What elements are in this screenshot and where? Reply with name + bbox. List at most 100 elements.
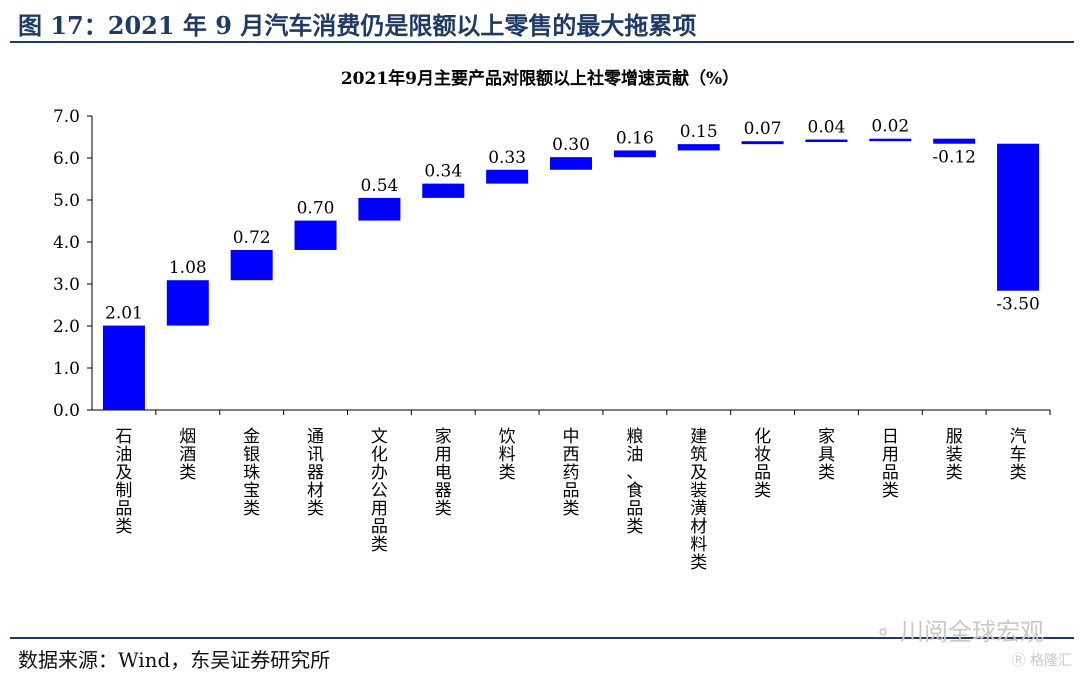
category-label-char: 家 xyxy=(435,427,452,447)
data-label: 0.07 xyxy=(744,119,782,139)
watermark-sub: Ⓡ 格隆汇 xyxy=(1012,650,1072,670)
data-label: 2.01 xyxy=(105,304,143,324)
data-label: 0.34 xyxy=(424,162,462,182)
top-rule xyxy=(10,41,1074,43)
chart-title: 2021年9月主要产品对限额以上社零增速贡献（%） xyxy=(340,69,740,89)
category-label-char: 品 xyxy=(754,463,771,483)
category-label-char: 类 xyxy=(946,463,963,483)
category-label-char: 类 xyxy=(1010,463,1027,483)
y-tick-label: 2.0 xyxy=(53,317,80,337)
waterfall-bar xyxy=(741,141,784,145)
category-label-char: 化 xyxy=(371,445,388,465)
category-label-char: 通 xyxy=(307,427,324,447)
category-label-char: 珠 xyxy=(243,463,260,483)
category-label-char: 料 xyxy=(690,535,707,555)
waterfall-bar xyxy=(102,325,145,410)
waterfall-bar xyxy=(422,183,465,198)
category-label-char: 器 xyxy=(435,481,452,501)
category-label-char: 银 xyxy=(243,445,260,465)
category-label-char: 石 xyxy=(115,427,132,447)
category-label-char: 制 xyxy=(115,481,132,501)
category-label-char: 讯 xyxy=(307,445,324,465)
category-label-char: 电 xyxy=(435,463,452,483)
data-label: 0.54 xyxy=(360,176,398,196)
wechat-icon: ⚬ xyxy=(873,621,893,646)
category-label-char: 中 xyxy=(563,427,580,447)
source-note: 数据来源：Wind，东吴证券研究所 xyxy=(18,648,331,672)
category-label-char: 食 xyxy=(626,481,643,501)
data-label: 0.02 xyxy=(871,117,909,137)
waterfall-bar xyxy=(869,138,912,142)
category-label-char: 妆 xyxy=(754,445,771,465)
category-label-char: 材 xyxy=(690,517,707,537)
y-tick-label: 6.0 xyxy=(53,149,80,169)
y-tick-label: 0.0 xyxy=(53,401,80,421)
category-label-char: 建 xyxy=(690,427,707,447)
category-label: 服装类 xyxy=(946,427,963,483)
gelonghui-icon: Ⓡ xyxy=(1011,653,1026,669)
category-label-char: 类 xyxy=(818,463,835,483)
data-label: 0.33 xyxy=(488,148,526,168)
category-label-char: 化 xyxy=(754,427,771,447)
category-label: 粮油、食品类 xyxy=(626,427,643,537)
category-label-char: 装 xyxy=(690,481,707,501)
category-label-char: 油 xyxy=(626,445,643,465)
category-label-char: 器 xyxy=(307,463,324,483)
category-label-char: 公 xyxy=(371,481,388,501)
data-label: 0.04 xyxy=(808,118,846,138)
category-label-char: 、 xyxy=(626,463,643,483)
category-label-char: 用 xyxy=(435,445,452,465)
y-tick-label: 1.0 xyxy=(53,359,80,379)
figure-title: 图 17：2021 年 9 月汽车消费仍是限额以上零售的最大拖累项 xyxy=(18,11,697,40)
waterfall-bar xyxy=(550,157,592,170)
category-label-char: 类 xyxy=(243,499,260,519)
category-label-char: 西 xyxy=(563,445,580,465)
category-label-char: 料 xyxy=(499,445,516,465)
waterfall-bar xyxy=(294,220,337,250)
category-label-char: 日 xyxy=(882,427,899,447)
category-label-char: 服 xyxy=(946,427,963,447)
category-label-char: 筑 xyxy=(690,445,707,465)
waterfall-bar xyxy=(358,197,401,221)
category-label-char: 烟 xyxy=(179,427,196,447)
category-label: 建筑及装潢材料类 xyxy=(690,427,707,573)
waterfall-bar xyxy=(486,169,529,184)
category-label-char: 品 xyxy=(371,517,388,537)
data-label: 0.16 xyxy=(616,128,654,148)
category-label-char: 药 xyxy=(563,463,580,483)
category-label: 家用电器类 xyxy=(435,427,452,519)
category-label-char: 粮 xyxy=(626,427,643,447)
category-label: 化妆品类 xyxy=(754,427,771,501)
category-label-char: 品 xyxy=(882,463,899,483)
waterfall-bar xyxy=(166,280,209,326)
category-label-char: 宝 xyxy=(243,481,260,501)
category-label-char: 及 xyxy=(115,463,132,483)
category-label-char: 家 xyxy=(818,427,835,447)
category-label-char: 油 xyxy=(115,445,132,465)
category-label-char: 类 xyxy=(435,499,452,519)
category-label: 石油及制品类 xyxy=(115,427,132,537)
category-label-char: 装 xyxy=(946,445,963,465)
data-label: 0.15 xyxy=(680,122,718,142)
category-label: 中西药品类 xyxy=(563,427,580,519)
waterfall-bar xyxy=(677,144,720,151)
category-label-char: 类 xyxy=(179,463,196,483)
waterfall-bar xyxy=(230,249,273,281)
category-label-char: 酒 xyxy=(179,445,196,465)
category-label-char: 品 xyxy=(115,499,132,519)
waterfall-bar xyxy=(933,138,976,144)
y-tick-label: 7.0 xyxy=(53,107,80,127)
category-label-char: 类 xyxy=(115,517,132,537)
category-label-char: 类 xyxy=(371,535,388,555)
category-label-char: 材 xyxy=(307,481,324,501)
y-tick-label: 3.0 xyxy=(53,275,80,295)
category-label-char: 金 xyxy=(243,427,260,447)
waterfall-bar xyxy=(805,139,848,143)
category-label: 日用品类 xyxy=(882,427,899,501)
category-label-char: 品 xyxy=(626,499,643,519)
data-label: -3.50 xyxy=(996,295,1040,315)
data-label: 0.70 xyxy=(297,199,335,219)
data-label: 1.08 xyxy=(169,258,207,278)
category-label-char: 类 xyxy=(307,499,324,519)
category-label: 家具类 xyxy=(818,427,835,483)
